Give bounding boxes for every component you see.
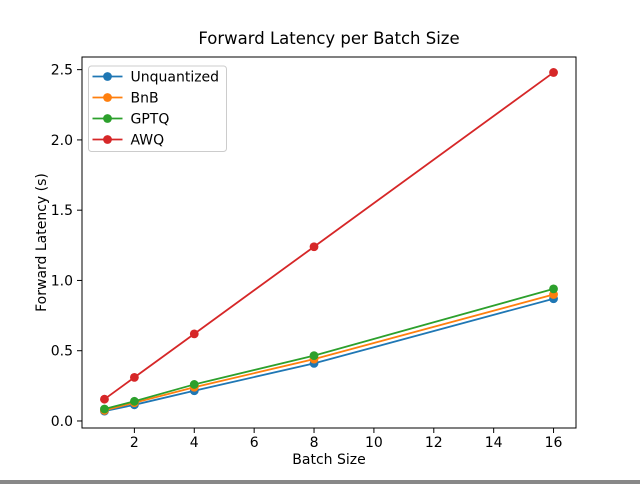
- legend-label-bnb: BnB: [131, 91, 159, 107]
- y-tick-label: 0.5: [51, 344, 73, 360]
- x-axis-label: Batch Size: [292, 452, 365, 468]
- data-point-awq: [549, 68, 558, 77]
- y-tick-label: 2.5: [51, 63, 73, 79]
- legend-marker-bnb: [103, 93, 112, 102]
- legend-marker-awq: [103, 135, 112, 144]
- x-tick-label: 4: [190, 435, 199, 451]
- x-tick-label: 10: [365, 435, 383, 451]
- x-tick-label: 2: [130, 435, 139, 451]
- y-tick-label: 2.0: [51, 133, 73, 149]
- axes-frame: [81, 56, 577, 429]
- x-tick-label: 6: [250, 435, 259, 451]
- data-point-awq: [100, 394, 109, 404]
- data-point-gptq: [309, 351, 319, 361]
- data-point-gptq: [100, 404, 109, 414]
- y-tick-label: 0.0: [51, 414, 73, 430]
- legend-marker-unquantized: [103, 72, 112, 81]
- y-axis-label: Forward Latency (s): [34, 173, 50, 312]
- y-tick-label: 1.5: [51, 203, 73, 219]
- legend-label-gptq: GPTQ: [131, 112, 170, 128]
- series-line-bnb: [104, 293, 554, 412]
- x-tick-label: 16: [545, 435, 563, 451]
- chart-title: Forward Latency per Batch Size: [198, 29, 459, 48]
- data-point-gptq: [189, 380, 199, 389]
- data-point-gptq: [129, 396, 139, 406]
- data-point-awq: [129, 373, 139, 382]
- legend-box: [88, 65, 227, 152]
- series-line-gptq: [104, 288, 554, 410]
- data-point-awq: [309, 242, 319, 252]
- y-tick-label: 1.0: [51, 273, 73, 289]
- legend-label-awq: AWQ: [131, 133, 165, 149]
- x-tick-label: 12: [425, 435, 443, 451]
- data-point-awq: [189, 329, 199, 339]
- data-point-gptq: [549, 284, 558, 294]
- x-tick-label: 8: [310, 435, 319, 451]
- legend-label-unquantized: Unquantized: [131, 70, 220, 86]
- plot-area: 2 4 6 8 10 12 14 16 0.0 0.5 1.0 1.5 2.0 2.5 Unquantize…: [51, 56, 577, 451]
- legend-marker-gptq: [103, 114, 112, 123]
- x-tick-label: 14: [485, 435, 503, 451]
